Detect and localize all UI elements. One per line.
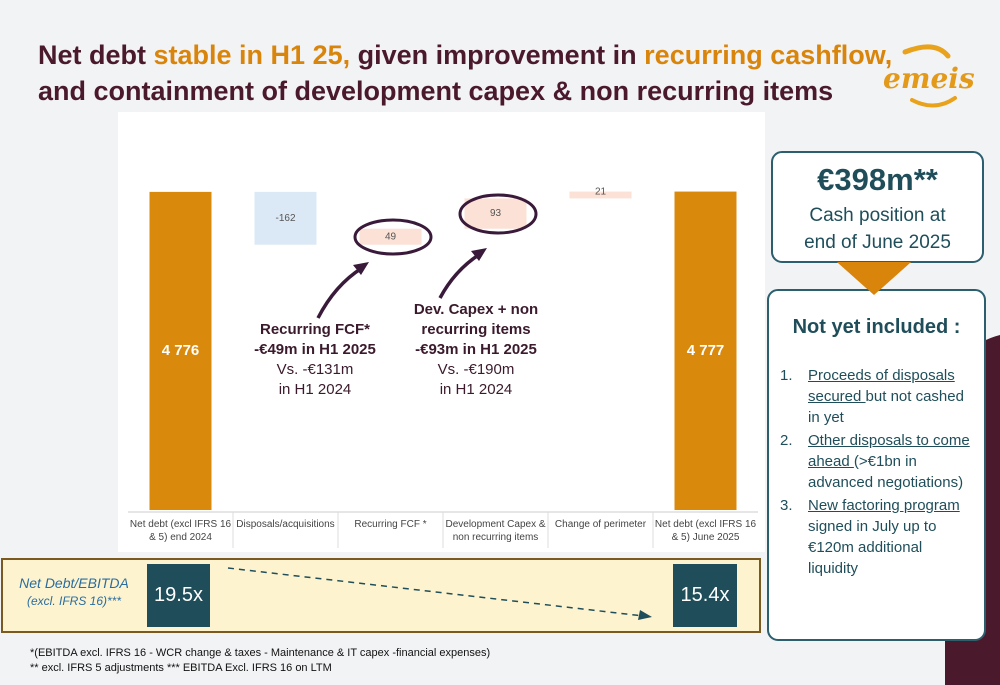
pending-list: 1. Proceeds of disposals secured but not … <box>780 365 975 581</box>
x-tick-label: Change of perimeter <box>554 519 647 530</box>
annotation-bold: -€93m in H1 2025 <box>415 341 537 358</box>
highlight-circle <box>353 218 433 256</box>
title-part: Net debt <box>38 40 154 70</box>
list-text: New factoring program signed in July up … <box>808 495 975 579</box>
list-link: Proceeds of disposals secured <box>808 367 955 405</box>
list-number: 2. <box>780 432 793 449</box>
value-label: 49 <box>385 231 397 242</box>
list-rest: but not cashed in yet <box>808 388 964 426</box>
footnote: *(EBITDA excl. IFRS 16 - WCR change & ta… <box>30 647 491 659</box>
arrow-head <box>353 262 369 275</box>
list-text: Proceeds of disposals secured but not ca… <box>808 365 975 428</box>
annotation-bold: -€49m in H1 2025 <box>254 341 376 358</box>
ratio-end: 15.4x <box>680 584 730 606</box>
footnotes: *(EBITDA excl. IFRS 16 - WCR change & ta… <box>30 646 490 676</box>
list-text: Other disposals to come ahead (>€1bn in … <box>808 430 975 493</box>
value-label: 93 <box>490 208 502 219</box>
waterfall-chart: 4 776 -162 49 93 21 4 777 <box>128 187 758 548</box>
annotation: Dev. Capex + non recurring items -€93m in … <box>376 300 576 400</box>
ratio-box <box>147 564 210 627</box>
list-link: New factoring program <box>808 497 960 514</box>
list-number: 3. <box>780 497 793 514</box>
ratio-label-line: Net Debt/EBITDA <box>19 575 129 591</box>
callout-arrow <box>316 266 363 319</box>
x-tick-label: Disposals/acquisitions <box>236 519 335 530</box>
title: Net debt stable in H1 25, given improvem… <box>38 40 892 71</box>
title-part: given improvement in <box>350 40 645 70</box>
logo-swoosh <box>910 96 957 108</box>
annotation-line: in H1 2024 <box>439 381 513 398</box>
footnote: ** excl. IFRS 5 adjustments *** EBITDA E… <box>30 662 332 674</box>
annotation-line: Vs. -€131m <box>276 361 354 378</box>
annotation-bold: Dev. Capex + non <box>413 301 539 318</box>
value-label: 21 <box>595 187 607 198</box>
cash-text: €398m** Cash position at end of June 202… <box>772 162 983 256</box>
annotation-line: in H1 2024 <box>278 381 352 398</box>
x-tick-label: Net debt (excl IFRS 16 & 5) June 2025 <box>654 519 757 543</box>
annotation: Recurring FCF* -€49m in H1 2025 Vs. -€131m… <box>215 320 415 400</box>
ratio-label: Net Debt/EBITDA (excl. IFRS 16)*** <box>4 574 144 610</box>
ratio-panel <box>1 558 761 633</box>
arrow-head <box>471 248 487 261</box>
bar <box>569 191 632 199</box>
x-tick-label: Net debt (excl IFRS 16 & 5) end 2024 <box>129 519 232 543</box>
highlight-circle <box>458 193 538 235</box>
cash-amount: €398m** <box>817 162 938 197</box>
value-label: -162 <box>275 213 295 224</box>
bar <box>149 191 212 510</box>
bar <box>359 228 422 245</box>
list-item: 2. Other disposals to come ahead (>€1bn i… <box>780 430 975 493</box>
ratio-start: 19.5x <box>154 584 203 606</box>
ratio-box <box>673 564 737 627</box>
pending-title: Not yet included : <box>792 316 961 338</box>
chart-panel <box>118 112 765 552</box>
value-label: 4 776 <box>162 342 200 359</box>
list-rest: (>€1bn in advanced negotiations) <box>808 453 964 491</box>
list-item: 3. New factoring program signed in July u… <box>780 495 975 579</box>
x-tick-label: Recurring FCF * <box>354 519 427 530</box>
list-number: 1. <box>780 367 793 384</box>
pointer <box>837 262 911 295</box>
bar <box>254 191 317 245</box>
title: and containment of development capex & n… <box>38 76 834 106</box>
arrow-head <box>638 610 652 620</box>
list-rest: signed in July up to €120m additional li… <box>808 518 937 577</box>
annotation-line: Vs. -€190m <box>437 361 515 378</box>
x-tick-label: Development Capex & non recurring items <box>445 519 546 543</box>
list-item: 1. Proceeds of disposals secured but not … <box>780 365 975 428</box>
title-part: recurring cashflow, <box>644 40 893 70</box>
cash-line: Cash position at <box>809 205 946 226</box>
cash-line: end of June 2025 <box>804 232 951 253</box>
logo: emeis <box>883 62 975 95</box>
annotation-bold: Recurring FCF* <box>259 321 370 338</box>
list-link: Other disposals to come ahead <box>808 432 970 470</box>
bar <box>464 198 527 229</box>
trend-arrow <box>227 567 653 618</box>
value-label: 4 777 <box>687 342 725 359</box>
bar <box>674 191 737 510</box>
logo-swoosh <box>902 44 951 59</box>
annotation-bold: recurring items <box>421 321 531 338</box>
title-part: stable in H1 25, <box>153 40 351 70</box>
ratio-label-line: (excl. IFRS 16)*** <box>26 594 122 608</box>
